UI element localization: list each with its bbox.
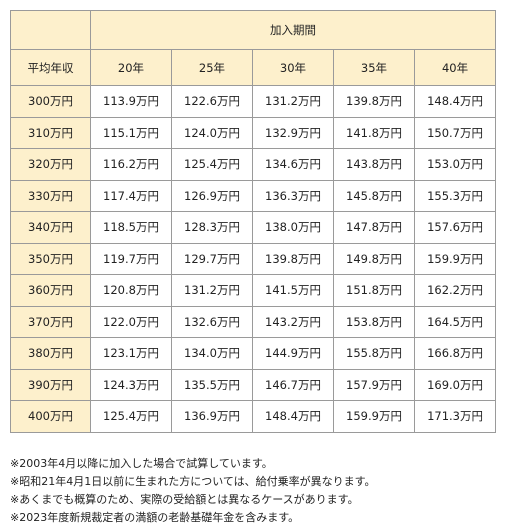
- table-row: 380万円 123.1万円 134.0万円 144.9万円 155.8万円 166.8万円: [10, 337, 497, 370]
- table-cell: 146.7万円: [252, 368, 334, 401]
- group-header-enrollment-period: 加入期間: [89, 10, 497, 50]
- table-cell: 136.3万円: [252, 179, 334, 212]
- table-row: 360万円 120.8万円 131.2万円 141.5万円 151.8万円 162.2万円: [10, 274, 497, 307]
- table-cell: 138.0万円: [252, 211, 334, 244]
- table-cell: 128.3万円: [171, 211, 253, 244]
- pension-table: 加入期間 平均年収 20年 25年 30年 35年 40年 300万円 113.9…: [10, 10, 497, 433]
- table-cell: 150.7万円: [413, 116, 497, 149]
- corner-cell: [10, 10, 91, 50]
- table-cell: 162.2万円: [413, 274, 497, 307]
- footnotes: ※2003年4月以降に加入した場合で試算しています。 ※昭和21年4月1日以前に…: [10, 455, 510, 527]
- footnote: ※あくまでも概算のため、実際の受給額とは異なるケースがあります。: [10, 493, 359, 506]
- table-cell: 124.0万円: [171, 116, 253, 149]
- table-cell: 151.8万円: [333, 274, 415, 307]
- table-cell: 147.8万円: [333, 211, 415, 244]
- table-cell: 120.8万円: [90, 274, 172, 307]
- column-header: 35年: [333, 49, 415, 86]
- table-cell: 149.8万円: [333, 242, 415, 275]
- row-header-income: 310万円: [10, 116, 91, 149]
- table-row: 330万円 117.4万円 126.9万円 136.3万円 145.8万円 155.3万円: [10, 179, 497, 212]
- table-row: 390万円 124.3万円 135.5万円 146.7万円 157.9万円 169.0万円: [10, 368, 497, 401]
- table-cell: 153.0万円: [413, 148, 497, 181]
- table-cell: 116.2万円: [90, 148, 172, 181]
- column-header: 20年: [90, 49, 172, 86]
- table-cell: 134.6万円: [252, 148, 334, 181]
- row-header-income: 340万円: [10, 211, 91, 244]
- table-cell: 159.9万円: [413, 242, 497, 275]
- table-cell: 126.9万円: [171, 179, 253, 212]
- footnote: ※昭和21年4月1日以前に生まれた方については、給付乗率が異なります。: [10, 475, 376, 488]
- table-cell: 125.4万円: [90, 400, 172, 433]
- row-header-income: 350万円: [10, 242, 91, 275]
- row-header-label: 平均年収: [10, 49, 91, 86]
- table-cell: 124.3万円: [90, 368, 172, 401]
- table-row: 350万円 119.7万円 129.7万円 139.8万円 149.8万円 159.9万円: [10, 242, 497, 275]
- table-cell: 171.3万円: [413, 400, 497, 433]
- table-cell: 157.9万円: [333, 368, 415, 401]
- table-cell: 148.4万円: [413, 85, 497, 118]
- table-cell: 132.6万円: [171, 305, 253, 338]
- table-cell: 119.7万円: [90, 242, 172, 275]
- table-cell: 132.9万円: [252, 116, 334, 149]
- table-cell: 144.9万円: [252, 337, 334, 370]
- table-cell: 136.9万円: [171, 400, 253, 433]
- footnote: ※2003年4月以降に加入した場合で試算しています。: [10, 457, 273, 470]
- table-cell: 131.2万円: [252, 85, 334, 118]
- table-cell: 139.8万円: [333, 85, 415, 118]
- table-cell: 141.5万円: [252, 274, 334, 307]
- table-cell: 135.5万円: [171, 368, 253, 401]
- column-header: 40年: [413, 49, 497, 86]
- table-row: 320万円 116.2万円 125.4万円 134.6万円 143.8万円 153.0万円: [10, 148, 497, 181]
- table-cell: 148.4万円: [252, 400, 334, 433]
- table-body: 300万円 113.9万円 122.6万円 131.2万円 139.8万円 148.4万円…: [10, 85, 497, 433]
- table-cell: 157.6万円: [413, 211, 497, 244]
- table-cell: 143.2万円: [252, 305, 334, 338]
- table-cell: 159.9万円: [333, 400, 415, 433]
- row-header-income: 330万円: [10, 179, 91, 212]
- table-cell: 122.6万円: [171, 85, 253, 118]
- table-row: 370万円 122.0万円 132.6万円 143.2万円 153.8万円 164.5万円: [10, 305, 497, 338]
- table-cell: 122.0万円: [90, 305, 172, 338]
- table-cell: 125.4万円: [171, 148, 253, 181]
- table-cell: 113.9万円: [90, 85, 172, 118]
- table-cell: 155.8万円: [333, 337, 415, 370]
- row-header-income: 370万円: [10, 305, 91, 338]
- table-cell: 169.0万円: [413, 368, 497, 401]
- table-cell: 155.3万円: [413, 179, 497, 212]
- table-cell: 145.8万円: [333, 179, 415, 212]
- row-header-income: 380万円: [10, 337, 91, 370]
- table-cell: 164.5万円: [413, 305, 497, 338]
- table-cell: 134.0万円: [171, 337, 253, 370]
- row-header-income: 390万円: [10, 368, 91, 401]
- pension-table-container: 加入期間 平均年収 20年 25年 30年 35年 40年 300万円 113.9…: [10, 10, 497, 433]
- table-row: 340万円 118.5万円 128.3万円 138.0万円 147.8万円 157.6万円: [10, 211, 497, 244]
- table-cell: 153.8万円: [333, 305, 415, 338]
- table-cell: 115.1万円: [90, 116, 172, 149]
- table-cell: 129.7万円: [171, 242, 253, 275]
- table-cell: 118.5万円: [90, 211, 172, 244]
- table-cell: 143.8万円: [333, 148, 415, 181]
- table-cell: 141.8万円: [333, 116, 415, 149]
- table-cell: 131.2万円: [171, 274, 253, 307]
- footnote: ※2023年度新規裁定者の満額の老齢基礎年金を含みます。: [10, 511, 300, 524]
- table-cell: 117.4万円: [90, 179, 172, 212]
- column-header: 30年: [252, 49, 334, 86]
- table-cell: 123.1万円: [90, 337, 172, 370]
- row-header-income: 320万円: [10, 148, 91, 181]
- table-cell: 166.8万円: [413, 337, 497, 370]
- column-header: 25年: [171, 49, 253, 86]
- table-row: 310万円 115.1万円 124.0万円 132.9万円 141.8万円 150.7万円: [10, 116, 497, 149]
- table-row: 400万円 125.4万円 136.9万円 148.4万円 159.9万円 171.3万円: [10, 400, 497, 433]
- row-header-income: 400万円: [10, 400, 91, 433]
- table-cell: 139.8万円: [252, 242, 334, 275]
- row-header-income: 300万円: [10, 85, 91, 118]
- table-row: 300万円 113.9万円 122.6万円 131.2万円 139.8万円 148.4万円: [10, 85, 497, 118]
- row-header-income: 360万円: [10, 274, 91, 307]
